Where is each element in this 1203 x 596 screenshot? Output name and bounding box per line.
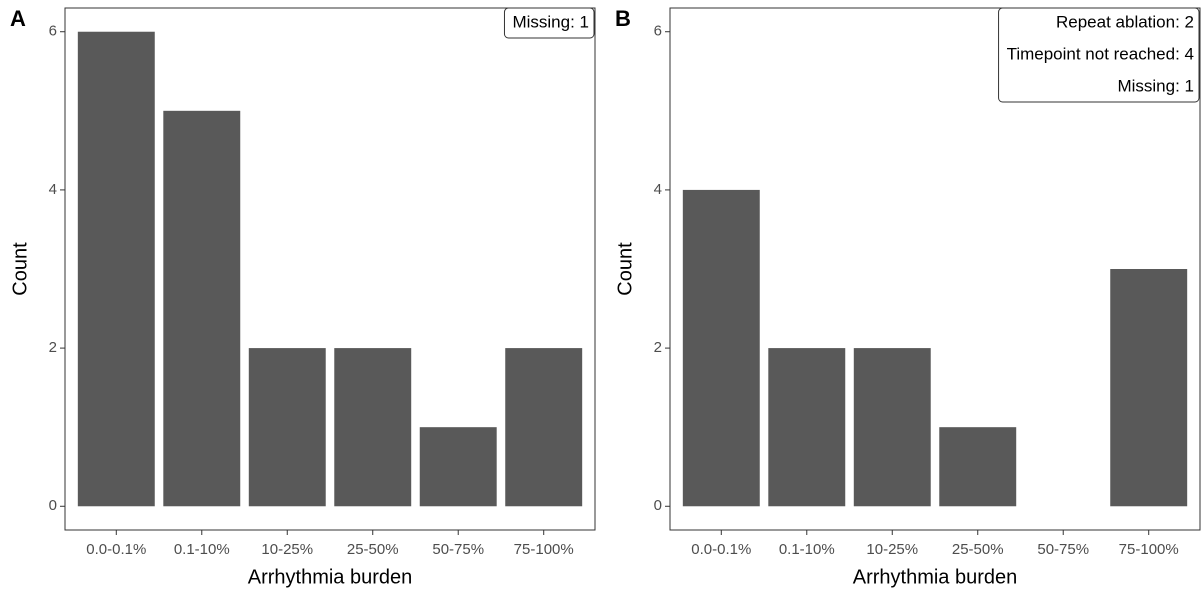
y-tick-label: 0 [49, 497, 57, 514]
x-tick-label: 75-100% [1119, 541, 1179, 558]
bar [768, 348, 846, 507]
panel-label: B [615, 6, 631, 31]
x-tick-label: 0.1-10% [779, 541, 835, 558]
annotation-box [998, 7, 1200, 103]
bar [77, 31, 155, 507]
y-tick-label: 0 [654, 497, 662, 514]
y-tick-label: 6 [49, 23, 57, 40]
y-tick-label: 2 [49, 339, 57, 356]
x-tick-label: 0.0-0.1% [691, 541, 751, 558]
bar [682, 189, 760, 507]
x-tick-label: 25-50% [952, 541, 1004, 558]
x-tick-label: 0.0-0.1% [86, 541, 146, 558]
bar [1110, 269, 1188, 507]
bar [419, 427, 497, 507]
bar [505, 348, 583, 507]
y-tick-label: 6 [654, 23, 662, 40]
x-tick-label: 25-50% [347, 541, 399, 558]
bar [939, 427, 1017, 507]
x-tick-label: 50-75% [1037, 541, 1089, 558]
x-tick-label: 50-75% [432, 541, 484, 558]
x-tick-label: 10-25% [866, 541, 918, 558]
annotation: Timepoint not reached: 4 [1007, 44, 1194, 63]
annotation-box [503, 7, 595, 39]
x-tick-label: 10-25% [261, 541, 313, 558]
annotation: Missing: 1 [512, 12, 589, 31]
bar [334, 348, 412, 507]
x-tick-label: 0.1-10% [174, 541, 230, 558]
y-tick-label: 4 [654, 181, 662, 198]
panel-border [64, 7, 596, 531]
bar [853, 348, 931, 507]
x-axis-title: Arrhythmia burden [248, 566, 413, 588]
y-axis-title: Count [9, 242, 31, 296]
bar [163, 110, 241, 507]
annotation: Repeat ablation: 2 [1056, 12, 1194, 31]
y-axis-title: Count [614, 242, 636, 296]
panel-border [669, 7, 1201, 531]
y-tick-label: 2 [654, 339, 662, 356]
y-tick-label: 4 [49, 181, 57, 198]
bar [248, 348, 326, 507]
x-tick-label: 75-100% [514, 541, 574, 558]
panel-label: A [10, 6, 26, 31]
annotation: Missing: 1 [1117, 76, 1194, 95]
x-axis-title: Arrhythmia burden [853, 566, 1018, 588]
